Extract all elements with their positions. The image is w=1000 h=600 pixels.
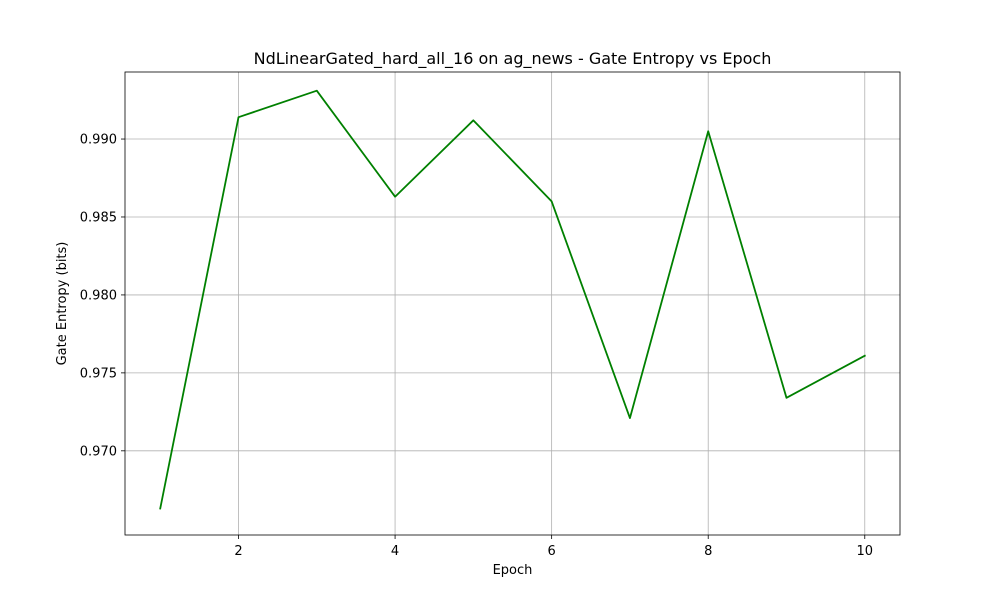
x-tick-label: 6 — [548, 544, 556, 559]
y-tick-label: 0.985 — [80, 210, 117, 225]
tick-layer: 2 4 6 8 10 0.970 0.975 0.980 0.985 0.990 — [80, 133, 873, 559]
series-line — [159, 89, 866, 510]
chart-title: NdLinearGated_hard_all_16 on ag_news - G… — [254, 49, 772, 69]
y-axis-label: Gate Entropy (bits) — [55, 242, 70, 366]
x-tick-label: 8 — [704, 544, 712, 559]
series-layer — [159, 89, 866, 510]
y-tick-label: 0.990 — [80, 133, 117, 148]
plot-frame — [124, 71, 901, 536]
y-tick-label: 0.975 — [80, 366, 117, 381]
y-tick-label: 0.970 — [80, 444, 117, 459]
x-tick-label: 10 — [856, 544, 873, 559]
grid-layer — [125, 72, 900, 535]
x-tick-label: 4 — [391, 544, 399, 559]
y-tick-label: 0.980 — [80, 288, 117, 303]
x-tick-label: 2 — [234, 544, 242, 559]
x-axis-label: Epoch — [493, 563, 533, 578]
